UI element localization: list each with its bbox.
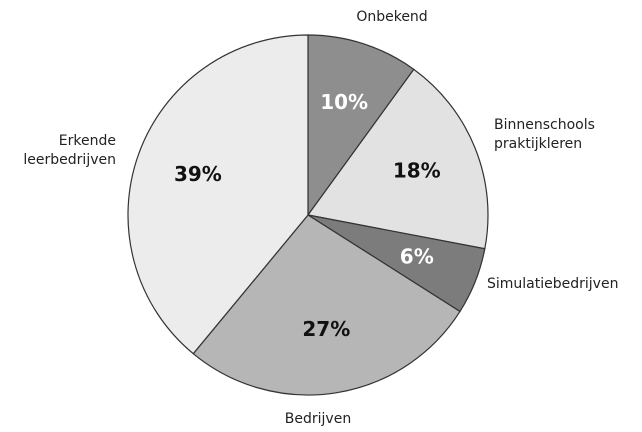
value-label: 6%: [400, 245, 434, 269]
category-label: Binnenschools praktijkleren: [494, 117, 595, 152]
value-label: 27%: [302, 317, 350, 341]
pie-slice: [192, 214, 461, 396]
value-label: 18%: [393, 158, 441, 182]
category-label: Onbekend: [356, 9, 428, 25]
value-label: 39%: [174, 162, 222, 186]
pie-slice: [307, 34, 415, 217]
pie-slice: [127, 34, 309, 355]
category-label: Erkende leerbedrijven: [23, 133, 116, 168]
category-label: Simulatiebedrijven: [487, 276, 619, 292]
value-label: 10%: [320, 90, 368, 114]
category-label: Bedrijven: [284, 411, 352, 427]
pie-slice: [306, 68, 489, 250]
